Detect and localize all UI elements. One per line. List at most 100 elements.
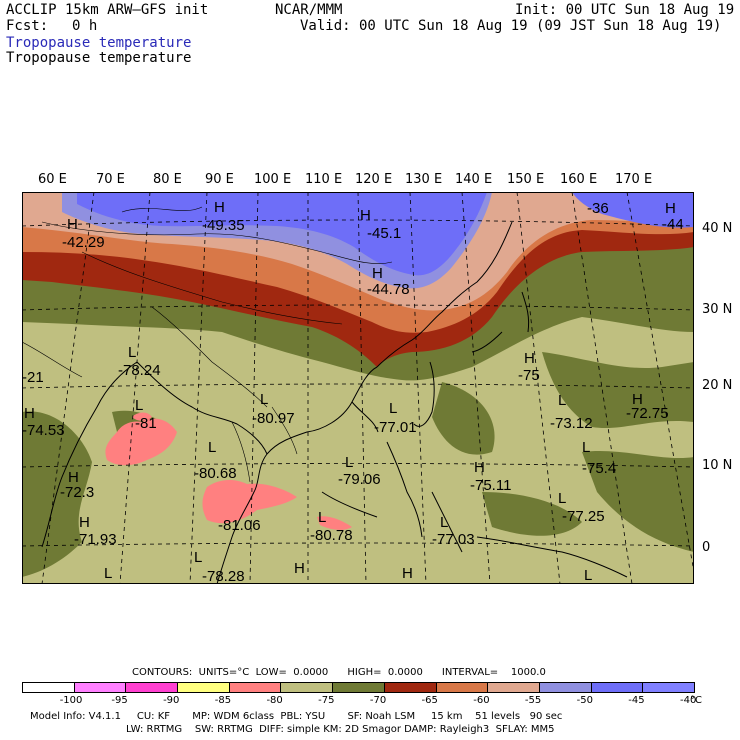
colorbar-label: -100 — [59, 695, 83, 706]
lon-label: 160 E — [560, 172, 598, 187]
map-label: -71.93 — [74, 531, 117, 548]
map-label: -77.03 — [432, 531, 475, 548]
lat-label: 40 N — [702, 221, 733, 236]
map-label: -49.35 — [202, 217, 245, 234]
lon-label: 100 E — [254, 172, 292, 187]
map-label: -75 — [518, 367, 540, 384]
map-label: -44 — [662, 216, 684, 233]
map-label: -75.11 — [470, 477, 511, 494]
map-label: -77.25 — [562, 508, 605, 525]
colorbar-label: -90 — [163, 695, 180, 706]
colorbar-label: -60 — [473, 695, 490, 706]
map-label: H — [24, 405, 35, 422]
valid-time: Valid: 00 UTC Sun 18 Aug 19 (09 JST Sun … — [300, 18, 722, 34]
lon-label: 150 E — [507, 172, 545, 187]
map-label: L — [440, 514, 448, 531]
map-label: -73.12 — [550, 415, 593, 432]
coastlines — [41, 221, 628, 584]
map-label: H — [402, 565, 413, 582]
map-label: L — [260, 391, 268, 408]
colorbar-cell — [177, 682, 230, 693]
map-label: -72.75 — [626, 405, 669, 422]
field-title: Tropopause temperature — [6, 50, 192, 66]
map-label: -42.29 — [62, 234, 105, 251]
lat-label: 20 N — [702, 378, 733, 393]
cold-spot — [105, 418, 177, 466]
lon-label: 110 E — [305, 172, 343, 187]
field-title-blue: Tropopause temperature — [6, 35, 192, 51]
tropopause-map: H -42.29 H -49.35 H -45.1 H -44.78 -36 H… — [22, 192, 694, 584]
colorbar-cell — [332, 682, 385, 693]
map-label: -74.53 — [22, 422, 65, 439]
colorbar-cell — [22, 682, 75, 693]
lon-label: 170 E — [615, 172, 653, 187]
map-label: -81 — [135, 415, 157, 432]
map-label: H — [474, 459, 485, 476]
forecast-value: 0 h — [72, 18, 98, 34]
colorbar-label: -40 — [680, 695, 697, 706]
lon-label: 80 E — [153, 172, 182, 187]
map-label: L — [558, 392, 566, 409]
blue-region — [77, 192, 487, 276]
model-info-1: Model Info: V4.1.1 CU: KF MP: WDM 6class… — [30, 711, 563, 722]
colorbar-label: -65 — [421, 695, 438, 706]
colorbar-cell — [280, 682, 334, 693]
map-label: L — [318, 509, 326, 526]
map-label: L — [135, 397, 143, 414]
map-label: L — [582, 439, 590, 456]
map-label: H — [67, 216, 78, 233]
colorbar-label: -70 — [369, 695, 387, 706]
map-label: -75.4 — [582, 460, 616, 477]
colorbar-label: -45 — [628, 695, 645, 706]
map-label: L — [208, 439, 216, 456]
map-label: -80.78 — [310, 527, 353, 544]
colorbar-cell — [125, 682, 179, 693]
model-title: ACCLIP 15km ARW–GFS init — [6, 2, 209, 18]
map-label: -79.06 — [338, 471, 381, 488]
map-label: L — [345, 454, 353, 471]
graticule — [22, 192, 694, 584]
lon-label: 140 E — [455, 172, 493, 187]
colorbar-cell — [538, 682, 592, 693]
colorbar-cell — [383, 682, 437, 693]
map-label: H — [665, 200, 676, 217]
colorbar-cell — [73, 682, 127, 693]
map-label: H — [524, 350, 535, 367]
colorbar-cell — [487, 682, 540, 693]
map-label: H — [294, 560, 305, 577]
colorbar-cell — [435, 682, 489, 693]
map-label: H — [360, 207, 371, 224]
map-label: H — [372, 265, 383, 282]
colorbar-cell — [642, 682, 695, 693]
map-label: -80.97 — [252, 410, 295, 427]
map-label: H — [632, 391, 643, 408]
map-label: H — [79, 514, 90, 531]
map-label: -80.68 — [194, 465, 237, 482]
map-label: L — [584, 567, 592, 584]
map-label: H — [214, 199, 225, 216]
colorbar-unit: °C — [690, 695, 702, 706]
init-time: Init: 00 UTC Sun 18 Aug 19 — [515, 2, 735, 18]
map-label: -36 — [587, 200, 609, 217]
map-label: -45.1 — [367, 225, 401, 242]
model-info-2: LW: RRTMG SW: RRTMG DIFF: simple KM: 2D … — [126, 724, 555, 735]
map-label: -77.01 — [374, 419, 417, 436]
colorbar-cell — [590, 682, 644, 693]
center-name: NCAR/MMM — [275, 2, 343, 18]
map-label: -78.28 — [202, 568, 245, 584]
map-label: L — [389, 400, 397, 417]
lon-label: 130 E — [405, 172, 443, 187]
colorbar-label: -80 — [266, 695, 283, 706]
map-label: -72.3 — [60, 484, 94, 501]
colorbar-label: -75 — [318, 695, 335, 706]
lat-label: 10 N — [702, 458, 733, 473]
lat-label: 30 N — [702, 302, 733, 317]
lon-label: 90 E — [205, 172, 234, 187]
map-label: L — [194, 549, 202, 566]
map-label: L — [558, 490, 566, 507]
lat-label: 0 — [702, 540, 711, 555]
colorbar-label: -50 — [576, 695, 593, 706]
map-label: -44.78 — [367, 281, 410, 298]
colorbar-cell — [228, 682, 282, 693]
colorbar-label: -85 — [214, 695, 232, 706]
